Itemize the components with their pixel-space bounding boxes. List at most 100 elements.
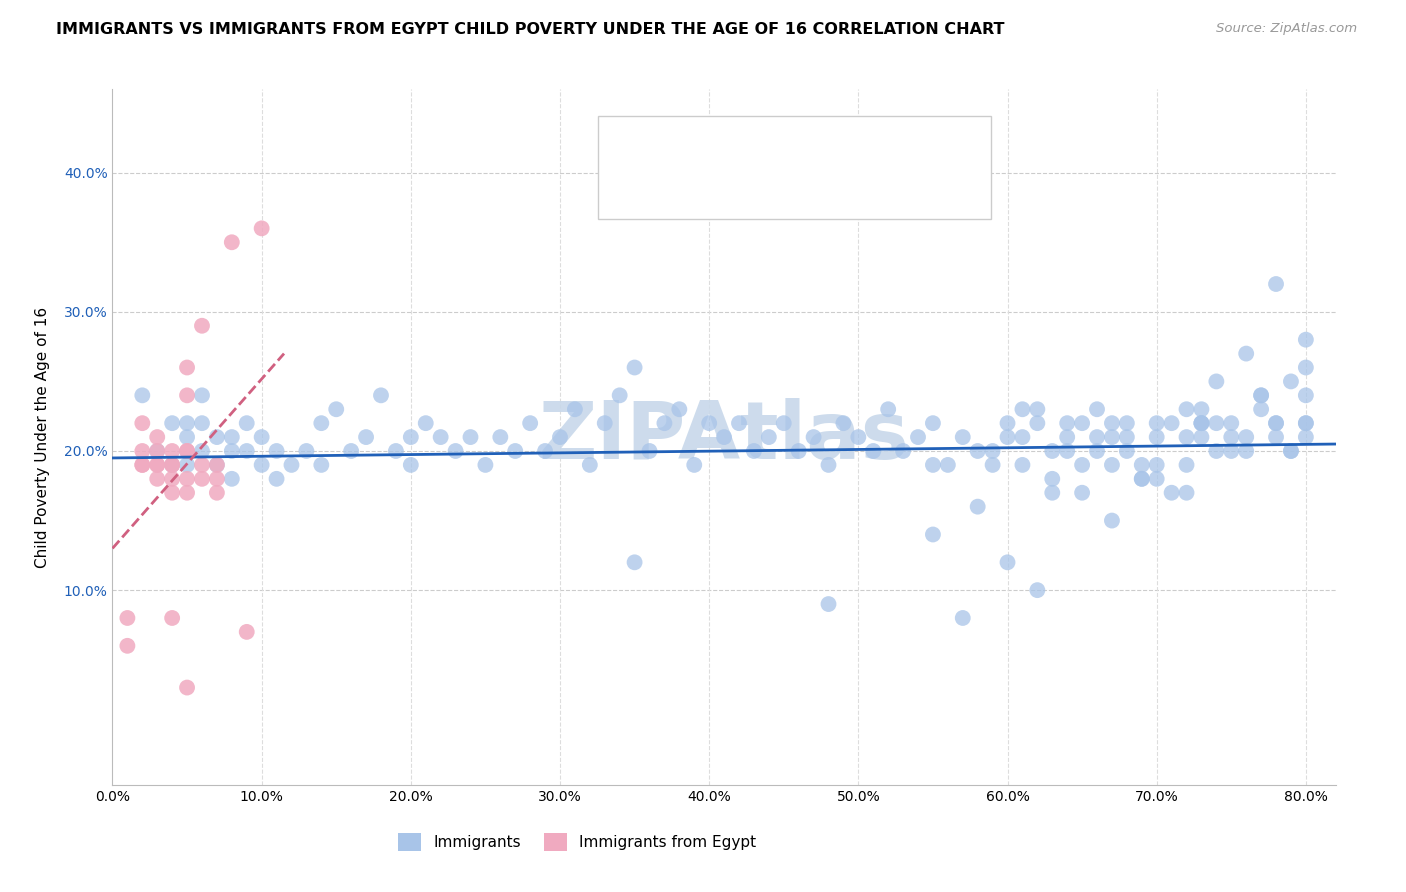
Point	[1026, 416, 1049, 430]
Point	[131, 458, 153, 472]
Point	[1295, 416, 1317, 430]
Point	[1101, 514, 1123, 528]
Point	[131, 444, 153, 458]
Point	[519, 416, 541, 430]
Point	[1220, 444, 1243, 458]
Point	[997, 416, 1019, 430]
Point	[1191, 430, 1213, 444]
Point	[1011, 402, 1033, 417]
Point	[205, 430, 228, 444]
Point	[191, 388, 214, 402]
Point	[354, 430, 377, 444]
Point	[1250, 388, 1272, 402]
Point	[1265, 416, 1288, 430]
Point	[1040, 444, 1063, 458]
Point	[146, 472, 169, 486]
Text: R =: R =	[651, 170, 688, 188]
Point	[117, 639, 139, 653]
Point	[385, 444, 408, 458]
Point	[683, 458, 706, 472]
Point	[1071, 485, 1094, 500]
Point	[1220, 430, 1243, 444]
Point	[1146, 416, 1168, 430]
Point	[1205, 375, 1227, 389]
Text: N =: N =	[756, 132, 793, 150]
Point	[1279, 444, 1302, 458]
Point	[235, 624, 257, 639]
Text: 147: 147	[803, 132, 838, 150]
Point	[311, 416, 333, 430]
Point	[1295, 360, 1317, 375]
Point	[1250, 388, 1272, 402]
Point	[1040, 472, 1063, 486]
Point	[1056, 416, 1078, 430]
Point	[997, 430, 1019, 444]
Point	[503, 444, 526, 458]
Point	[1115, 430, 1137, 444]
Point	[922, 527, 945, 541]
Point	[1146, 458, 1168, 472]
Point	[1279, 444, 1302, 458]
Point	[176, 388, 198, 402]
Point	[1295, 430, 1317, 444]
Point	[564, 402, 586, 417]
Point	[1265, 416, 1288, 430]
Point	[340, 444, 363, 458]
Point	[221, 444, 243, 458]
Point	[131, 388, 153, 402]
Point	[1130, 472, 1153, 486]
Point	[891, 444, 914, 458]
Point	[817, 458, 839, 472]
Legend: Immigrants, Immigrants from Egypt: Immigrants, Immigrants from Egypt	[392, 827, 762, 857]
Point	[160, 444, 183, 458]
Point	[311, 458, 333, 472]
Point	[191, 472, 214, 486]
Point	[250, 458, 273, 472]
Point	[1071, 458, 1094, 472]
Point	[370, 388, 392, 402]
Point	[936, 458, 959, 472]
Point	[1146, 472, 1168, 486]
Point	[1250, 402, 1272, 417]
Point	[1175, 458, 1198, 472]
Text: ZIPAtlas: ZIPAtlas	[538, 398, 910, 476]
Point	[131, 458, 153, 472]
Point	[160, 458, 183, 472]
Point	[176, 458, 198, 472]
Point	[1026, 583, 1049, 598]
Point	[787, 444, 810, 458]
Point	[191, 444, 214, 458]
Point	[444, 444, 467, 458]
Point	[1026, 402, 1049, 417]
Point	[415, 416, 437, 430]
Point	[117, 611, 139, 625]
Point	[1115, 444, 1137, 458]
Point	[1040, 485, 1063, 500]
Point	[460, 430, 482, 444]
Point	[1056, 444, 1078, 458]
Text: 0.196: 0.196	[693, 170, 745, 188]
Point	[325, 402, 347, 417]
Point	[1011, 430, 1033, 444]
Point	[579, 458, 602, 472]
Text: IMMIGRANTS VS IMMIGRANTS FROM EGYPT CHILD POVERTY UNDER THE AGE OF 16 CORRELATIO: IMMIGRANTS VS IMMIGRANTS FROM EGYPT CHIL…	[56, 22, 1005, 37]
Point	[1265, 277, 1288, 291]
Point	[160, 458, 183, 472]
Point	[176, 681, 198, 695]
Point	[1295, 333, 1317, 347]
Point	[1191, 402, 1213, 417]
Point	[1234, 444, 1257, 458]
Point	[1205, 444, 1227, 458]
Point	[1295, 416, 1317, 430]
Point	[160, 611, 183, 625]
Point	[1279, 375, 1302, 389]
Point	[1175, 430, 1198, 444]
Point	[1085, 402, 1108, 417]
Point	[429, 430, 451, 444]
Point	[146, 430, 169, 444]
Point	[1056, 430, 1078, 444]
Point	[862, 444, 884, 458]
Point	[146, 444, 169, 458]
Text: 0.036: 0.036	[693, 132, 745, 150]
Point	[1101, 430, 1123, 444]
